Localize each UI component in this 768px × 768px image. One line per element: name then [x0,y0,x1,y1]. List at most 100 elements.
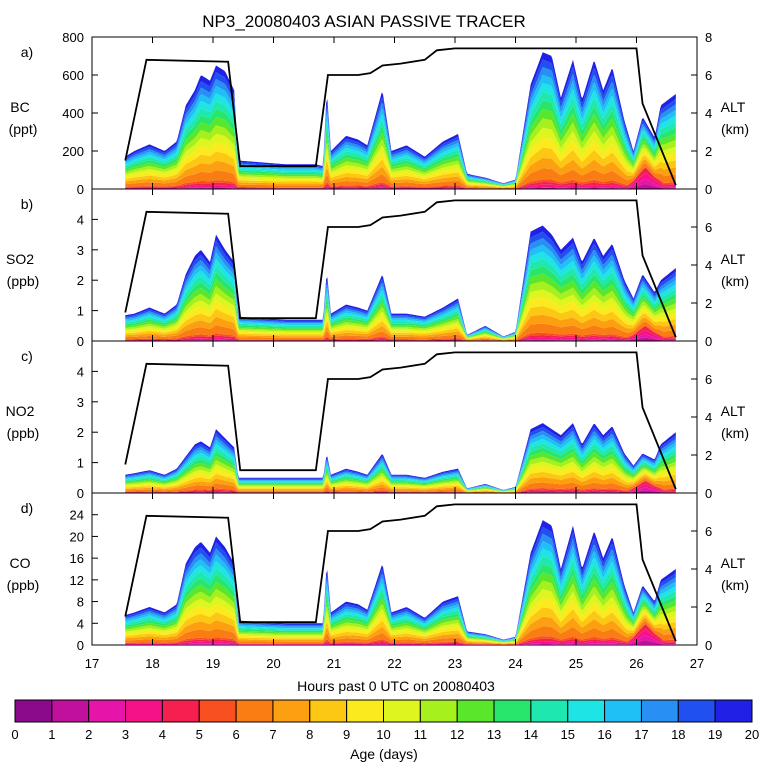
age-band-12 [125,452,676,492]
age-bands [125,520,676,645]
y-tick-label: 1 [77,456,84,471]
age-band-8 [125,306,676,340]
altitude-line [124,503,677,642]
age-band-12 [125,273,676,339]
y-tick-label: 4 [77,364,84,379]
y-tick-label: 20 [70,529,84,544]
age-band-6 [125,162,676,189]
colorbar-swatch-8 [309,699,348,723]
age-band-17 [125,430,676,491]
colorbar-swatch-15 [567,699,606,723]
colorbar-tick-label: 13 [487,727,501,742]
age-band-11 [125,281,676,339]
y-tick-label: 24 [70,508,84,523]
colorbar-tick-label: 18 [671,727,685,742]
colorbar-swatch-4 [161,699,200,723]
age-band-9 [125,598,676,644]
y-tick-label: 4 [77,212,84,227]
y-axis-right: 0 2 4 6 [691,524,712,653]
units-label: (ppb) [7,425,40,441]
age-band-12 [125,109,676,186]
age-band-15 [125,548,676,642]
panel-no2: 0 1 2 3 4 0 2 4 6 c) NO2 (ppb) ALT (km) [6,340,749,501]
y-axis-left: 0 1 2 3 4 [77,364,98,501]
alt-tick-label: 0 [705,182,712,197]
alt-label: ALT [721,403,746,419]
y-axis-right: 0 2 4 6 [691,220,712,349]
colorbar-swatch-2 [88,699,127,723]
y-axis-right: 0 2 4 6 [691,372,712,501]
age-band-6 [125,620,676,645]
y-tick-label: 3 [77,395,84,410]
age-band-9 [125,297,676,340]
age-band-6 [125,478,676,493]
alt-label: ALT [721,251,746,267]
y-tick-label: 800 [62,30,84,45]
age-band-19 [125,225,676,337]
alt-tick-label: 6 [705,524,712,539]
y-tick-label: 0 [77,486,84,501]
alt-tick-label: 0 [705,638,712,653]
alt-units-label: (km) [721,273,749,289]
y-tick-label: 12 [70,573,84,588]
age-band-4 [125,480,676,493]
age-band-1 [125,337,676,341]
colorbar-swatch-6 [235,699,274,723]
age-band-13 [125,100,676,186]
alt-tick-label: 8 [705,30,712,45]
age-band-10 [125,127,676,187]
y-tick-label: 200 [62,144,84,159]
y-tick-label: 0 [77,182,84,197]
age-band-1 [125,183,676,189]
colorbar-swatch-3 [125,699,163,723]
colorbar-swatch-13 [493,699,532,723]
age-band-6 [125,321,676,341]
alt-units-label: (km) [721,121,749,137]
x-tick-label: 21 [327,656,341,671]
colorbar-tick-label: 19 [708,727,722,742]
y-tick-label: 400 [62,106,84,121]
x-axis: 17 18 19 20 21 22 23 24 25 26 27 [85,656,704,671]
x-tick-label: 23 [448,656,462,671]
y-tick-label: 1 [77,304,84,319]
age-band-15 [125,438,676,491]
age-bands [125,423,676,493]
age-band-14 [125,443,676,491]
panel-bc: 0 200 400 600 800 0 2 4 6 8 a) BC (ppt) ALT (km) [9,30,749,197]
colorbar-tick-label: 11 [414,727,428,742]
alt-tick-label: 6 [705,220,712,235]
x-axis-label: Hours past 0 UTC on 20080403 [297,678,495,694]
colorbar-swatch-1 [51,699,90,723]
colorbar-tick-label: 17 [634,727,648,742]
colorbar-tick-label: 3 [122,727,129,742]
age-band-10 [125,461,676,492]
colorbar-tick-label: 12 [450,727,464,742]
colorbar-tick-label: 7 [269,727,276,742]
y-tick-label: 0 [77,334,84,349]
colorbar-swatch-0 [14,699,53,723]
alt-label: ALT [721,555,746,571]
colorbar-tick-label: 9 [343,727,350,742]
alt-tick-label: 0 [705,486,712,501]
age-band-11 [125,456,676,492]
colorbar-tick-label: 4 [159,727,166,742]
y-tick-label: 3 [77,243,84,258]
species-label: NO2 [6,403,35,419]
units-label: (ppb) [7,577,40,593]
age-band-9 [125,466,676,493]
age-band-16 [125,434,676,491]
age-bands [125,52,676,189]
colorbar-swatch-9 [346,699,384,723]
age-band-1 [125,639,676,645]
alt-tick-label: 4 [705,562,712,577]
age-band-10 [125,289,676,340]
colorbar-label: Age (days) [350,746,418,762]
y-tick-label: 4 [77,616,84,631]
age-band-4 [125,326,676,341]
colorbar-tick-label: 6 [232,727,239,742]
colorbar-swatch-17 [640,699,679,723]
y-tick-label: 16 [70,551,84,566]
age-band-7 [125,616,676,645]
